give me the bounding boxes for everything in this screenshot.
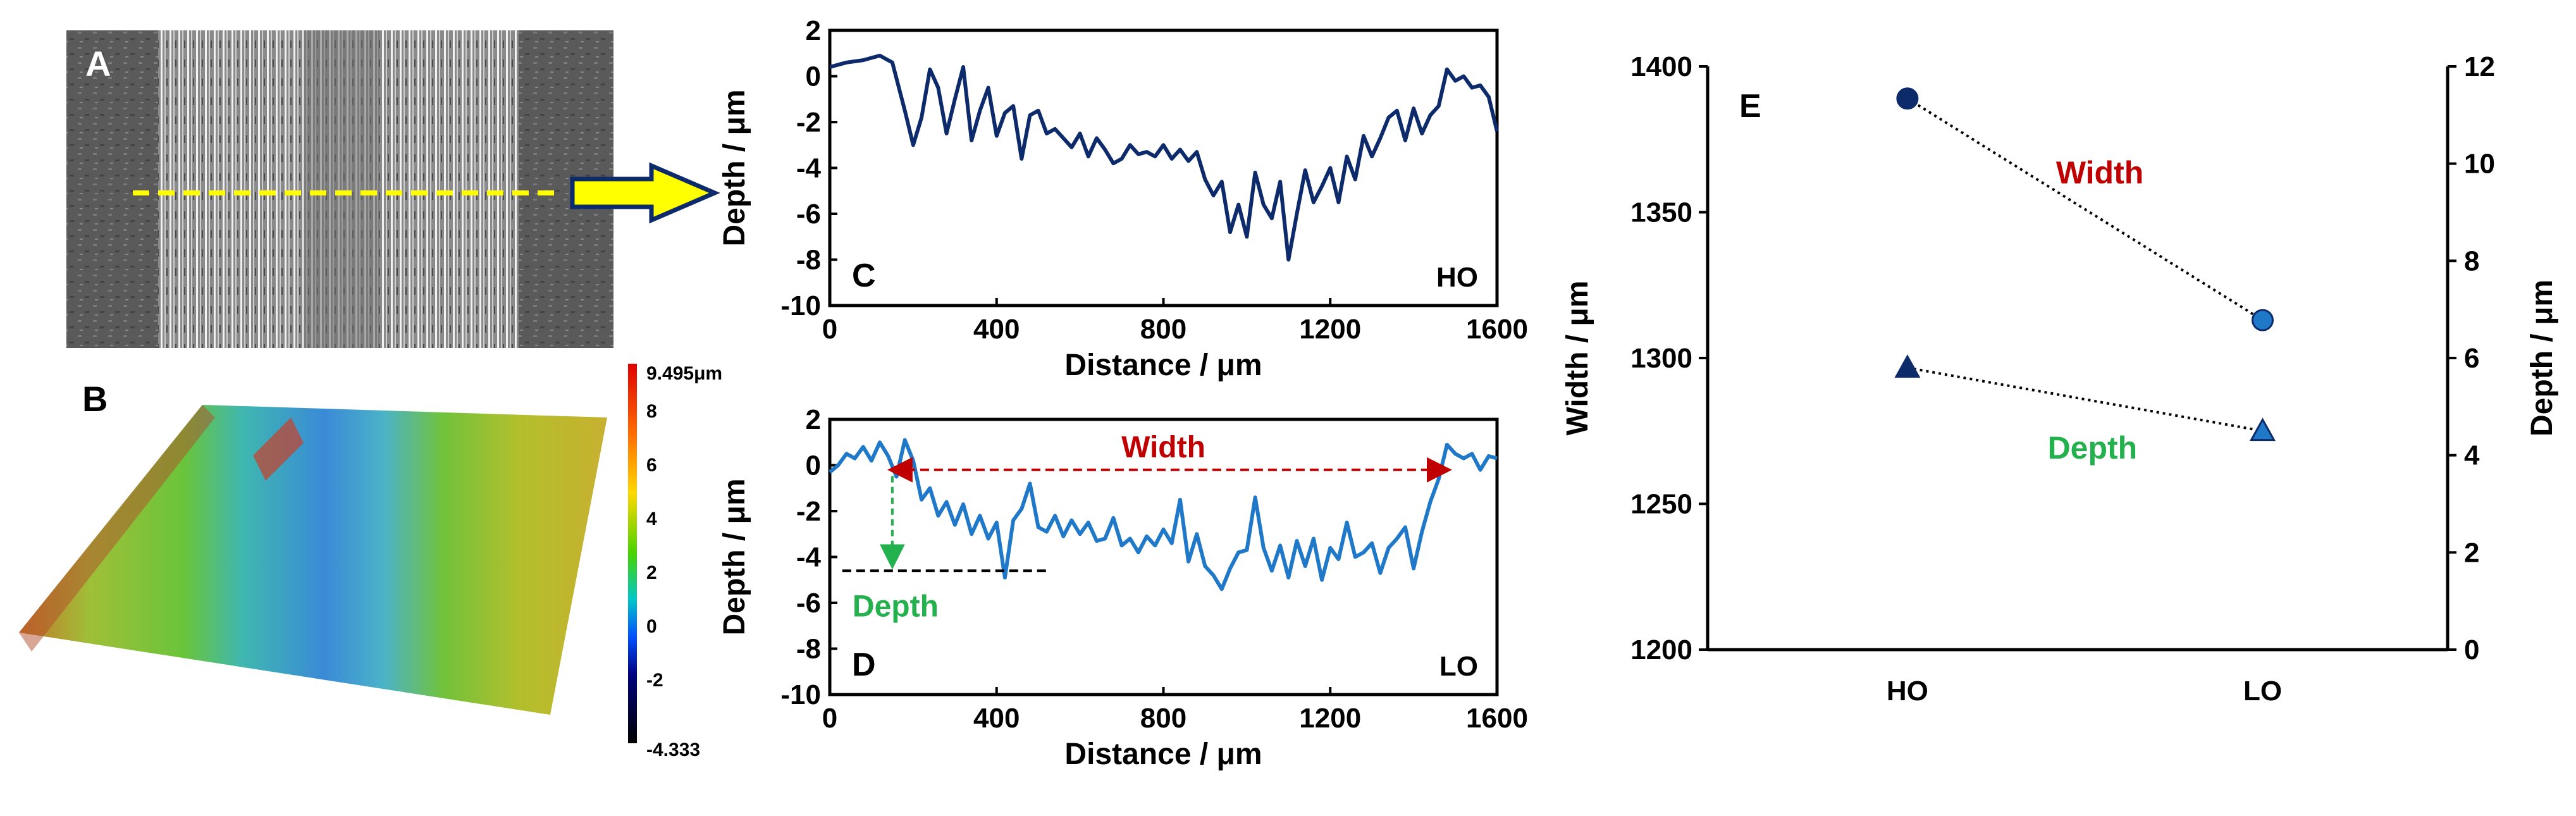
right-tick-label: 8 (2464, 245, 2479, 276)
panel-b: B 9.495μm 8 6 4 2 0 -2 -4.333 (19, 363, 722, 760)
panel-label-e: E (1739, 88, 1761, 125)
category-label: HO (1887, 676, 1928, 707)
x-tick-label: 1600 (1466, 703, 1528, 734)
panel-label: C (852, 257, 876, 294)
surface-3d-map (19, 405, 607, 715)
right-tick-label: 4 (2464, 440, 2480, 471)
colorbar-tick-label: 6 (646, 455, 657, 476)
x-tick-label: 400 (973, 314, 1020, 345)
x-tick-label: 0 (822, 314, 837, 345)
colorbar-min-label: -4.333 (646, 739, 700, 760)
width-point-marker (2252, 309, 2274, 331)
y-tick-label: -4 (796, 542, 822, 573)
depth-annotation: Depth (853, 590, 939, 623)
y-tick-label: -2 (796, 107, 821, 138)
y-tick-label: 0 (806, 61, 821, 92)
x-axis-label: Distance / μm (1064, 738, 1262, 771)
colorbar-ticks: 8 6 4 2 0 -2 (646, 401, 663, 691)
colorbar-tick-label: -2 (646, 670, 663, 691)
series-tag: HO (1436, 262, 1478, 293)
colorbar-tick-label: 2 (646, 562, 657, 583)
x-axis-label: Distance / μm (1064, 349, 1262, 382)
width-annotation: Width (1121, 431, 1205, 464)
colorbar (628, 364, 637, 743)
panel-label-a: A (85, 44, 111, 83)
colorbar-tick-label: 8 (646, 401, 657, 422)
series-tag: LO (1439, 651, 1478, 682)
y-tick-label: -4 (796, 153, 822, 184)
panel-label: D (852, 646, 876, 683)
y-tick-label: -6 (796, 588, 821, 619)
arrow-to-profile-icon (570, 162, 720, 224)
panel-c-chart: 0 400 800 1200 1600 2 0 -2 -4 -6 -8 -10 Distance / μ… (718, 15, 1528, 382)
surface-3d-peak (253, 417, 304, 481)
y-tick-label: -8 (796, 245, 821, 276)
colorbar-tick-label: 0 (646, 616, 657, 637)
width-point-marker (1896, 87, 1919, 110)
panel-e-chart: 1400 1350 1300 1250 1200 12 10 8 6 4 2 0 HO LO Width /… (1561, 51, 2559, 707)
left-tick-label: 1300 (1630, 343, 1692, 374)
colorbar-max-label: 9.495μm (646, 363, 722, 384)
panel-label-b: B (82, 379, 108, 419)
left-tick-label: 1350 (1630, 197, 1692, 228)
x-tick-label: 1600 (1466, 314, 1528, 345)
y-tick-label: -8 (796, 634, 821, 665)
category-label: LO (2243, 676, 2282, 707)
y-tick-label: -10 (780, 290, 821, 321)
width-series-line (1906, 97, 2264, 321)
x-tick-label: 800 (1140, 314, 1186, 345)
micrograph-dark-band (304, 30, 379, 348)
x-tick-label: 0 (822, 703, 837, 734)
depth-point-marker (2249, 417, 2276, 442)
y-tick-label: -6 (796, 199, 821, 230)
depth-point-marker (1894, 354, 1921, 378)
width-series-label: Width (2056, 155, 2143, 190)
y-axis-label: Depth / μm (718, 89, 751, 246)
y-tick-label: 0 (806, 450, 821, 481)
depth-series-line (1907, 366, 2263, 433)
x-tick-label: 400 (973, 703, 1020, 734)
left-tick-label: 1250 (1630, 489, 1692, 520)
x-tick-label: 1200 (1299, 314, 1361, 345)
y-axis-label: Depth / μm (718, 478, 751, 635)
right-tick-label: 6 (2464, 343, 2479, 374)
y-tick-label: 2 (806, 15, 821, 46)
right-tick-label: 10 (2464, 149, 2495, 180)
panel-d-chart: 0 400 800 1200 1600 2 0 -2 -4 -6 -8 -10 Distance / μ… (718, 404, 1528, 771)
left-axis-label: Width / μm (1561, 281, 1594, 436)
depth-series-label: Depth (2048, 430, 2138, 466)
x-tick-label: 800 (1140, 703, 1186, 734)
y-tick-label: -2 (796, 496, 821, 527)
left-tick-label: 1400 (1630, 51, 1692, 82)
y-tick-label: -10 (780, 679, 821, 710)
colorbar-tick-label: 4 (646, 509, 657, 529)
panel-a: A (66, 30, 720, 348)
surface-3d-edge (19, 405, 215, 652)
right-tick-label: 0 (2464, 634, 2479, 665)
right-tick-label: 12 (2464, 51, 2495, 82)
profile-series-line (829, 53, 1499, 262)
right-tick-label: 2 (2464, 537, 2479, 568)
right-axis-label: Depth / μm (2525, 280, 2559, 436)
x-tick-label: 1200 (1299, 703, 1361, 734)
y-tick-label: 2 (806, 404, 821, 435)
left-tick-label: 1200 (1630, 634, 1692, 665)
profile-series-line (829, 438, 1498, 591)
